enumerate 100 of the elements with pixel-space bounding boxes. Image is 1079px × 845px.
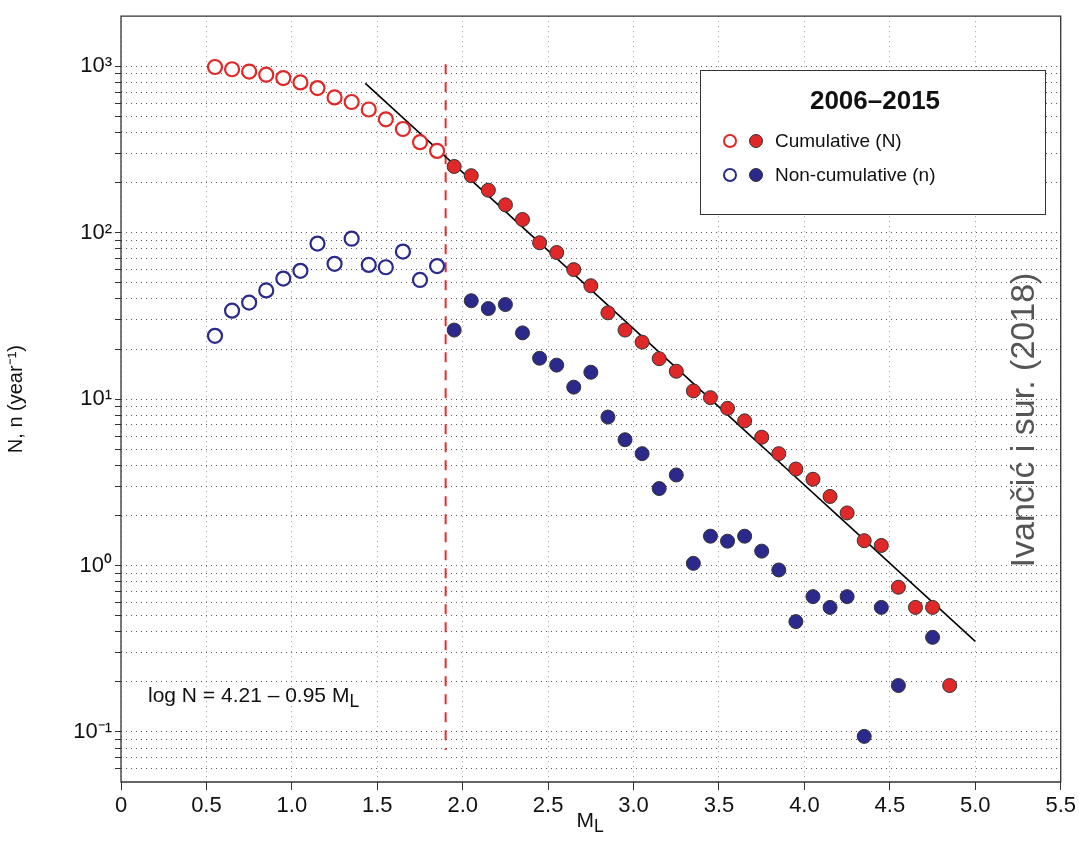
point (890, 678, 906, 694)
point (805, 471, 821, 487)
point (737, 528, 753, 544)
point (634, 334, 650, 350)
x-tick-label: 2.5 (532, 792, 564, 818)
x-tick-label: 3.0 (618, 792, 649, 818)
x-tick-label: 5.0 (959, 792, 991, 818)
point (532, 350, 548, 366)
x-tick-label: 1.0 (276, 792, 308, 818)
point (651, 481, 667, 497)
point (497, 197, 513, 213)
point (788, 614, 804, 630)
point (428, 142, 446, 160)
point (737, 413, 753, 429)
y-tick-label: 10¹ (80, 385, 112, 411)
point (907, 599, 923, 615)
point (206, 58, 224, 76)
point (275, 69, 292, 87)
point (617, 322, 633, 338)
point (702, 390, 718, 406)
point (343, 230, 360, 247)
x-tick-label: 3.5 (703, 792, 735, 818)
point (206, 327, 224, 344)
point (549, 357, 565, 373)
point (805, 589, 821, 605)
point (515, 325, 531, 341)
point (377, 259, 394, 276)
point (634, 446, 650, 462)
point (890, 579, 906, 595)
point (309, 235, 326, 252)
point (856, 728, 872, 744)
point (925, 629, 941, 645)
x-tick-label: 1.5 (361, 792, 393, 818)
point (463, 168, 479, 184)
x-tick-label: 2.0 (447, 792, 479, 818)
point (856, 533, 872, 549)
point (394, 120, 412, 138)
annotation: log N = 4.21 – 0.95 M$_{L}$ (148, 683, 360, 713)
point (566, 262, 582, 278)
y-tick-label: 10² (80, 218, 112, 244)
x-tick-label: 4.5 (874, 792, 906, 818)
point (651, 351, 667, 367)
point (446, 158, 462, 174)
point (258, 66, 275, 83)
point (497, 297, 513, 313)
legend-title: 2006–2015 (808, 85, 942, 116)
point (549, 245, 565, 261)
x-tick-label: 5.5 (1045, 792, 1077, 818)
x-tick-label: 0.5 (191, 792, 222, 818)
point (873, 537, 889, 553)
point (326, 89, 343, 106)
x-tick-label: 0 (114, 792, 128, 818)
point (480, 301, 496, 317)
x-axis-title: M$_{L}$ (576, 808, 604, 838)
point (326, 255, 343, 272)
point (292, 74, 309, 91)
x-tick-label: 4.0 (789, 792, 820, 818)
point (600, 305, 616, 321)
point (685, 383, 701, 399)
point (241, 294, 258, 311)
point (583, 278, 599, 294)
y-axis-title: N, n (year⁻¹) (3, 345, 26, 454)
point (343, 93, 360, 111)
legend-label: Non-cumulative (n) (775, 164, 936, 186)
point (720, 533, 736, 549)
point (754, 543, 770, 559)
point (583, 364, 599, 380)
point (360, 101, 377, 118)
point (720, 400, 736, 416)
point (223, 302, 241, 319)
legend-label: Cumulative (N) (775, 130, 902, 152)
point (873, 599, 889, 615)
point (771, 446, 787, 462)
y-tick-label: 10⁻¹ (73, 717, 112, 743)
point (428, 257, 446, 275)
point (600, 409, 616, 425)
point (360, 256, 377, 274)
point (275, 270, 292, 287)
point (515, 212, 531, 228)
point (942, 678, 958, 694)
y-tick-label: 10⁰ (79, 551, 112, 577)
point (258, 282, 275, 299)
point (446, 322, 462, 338)
point (377, 111, 394, 128)
point (223, 61, 241, 78)
point (463, 293, 479, 309)
point (566, 379, 582, 395)
point (839, 505, 855, 521)
point (771, 562, 787, 578)
point (822, 488, 838, 504)
point (685, 555, 701, 571)
point (241, 63, 258, 80)
point (668, 467, 684, 483)
point (411, 271, 429, 289)
point (617, 432, 633, 448)
y-tick-label: 10³ (80, 52, 112, 78)
point (292, 262, 309, 279)
point (754, 429, 770, 445)
point (480, 182, 496, 198)
point (839, 589, 855, 605)
